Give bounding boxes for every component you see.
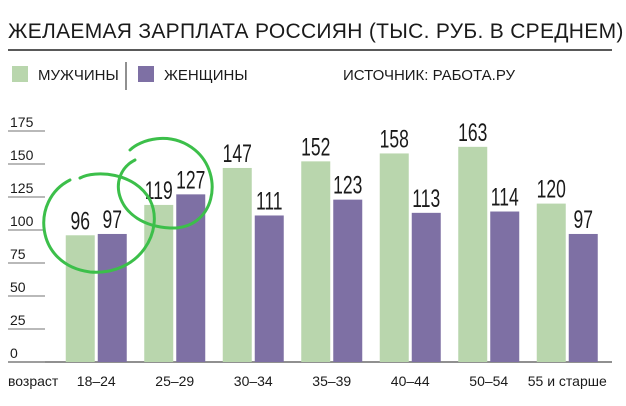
value-label: 120 [537, 174, 566, 203]
x-tick-label: 40–44 [391, 373, 430, 389]
y-tick-label: 125 [10, 180, 34, 196]
value-label: 97 [574, 205, 593, 234]
value-label: 147 [223, 139, 252, 168]
y-tick-label: 175 [10, 114, 34, 130]
value-label: 158 [380, 124, 409, 153]
x-tick-label: 18–24 [77, 373, 116, 389]
value-label: 111 [256, 186, 283, 215]
value-label: 163 [458, 118, 487, 147]
y-tick-label: 25 [10, 312, 26, 328]
y-tick-label: 0 [10, 345, 18, 361]
value-label: 127 [176, 165, 205, 194]
bar [97, 233, 127, 362]
bar [144, 204, 174, 362]
y-tick-label: 75 [10, 246, 26, 262]
value-label: 152 [301, 132, 330, 161]
bar [333, 199, 363, 362]
bar [411, 212, 441, 362]
bar [301, 161, 331, 362]
value-label: 96 [71, 206, 90, 235]
legend-label: ЖЕНЩИНЫ [164, 67, 248, 84]
x-tick-label: 50–54 [469, 373, 508, 389]
y-tick-label: 150 [10, 147, 34, 163]
bar [458, 146, 488, 362]
x-tick-label: 35–39 [312, 373, 351, 389]
legend-swatch [138, 66, 154, 82]
bar [254, 215, 284, 362]
bar [222, 167, 252, 362]
x-tick-label: 55 и старше [528, 373, 607, 389]
source-note: ИСТОЧНИК: РАБОТА.РУ [343, 67, 515, 84]
bar [379, 153, 409, 362]
bar [65, 235, 95, 362]
x-tick-label: 30–34 [234, 373, 273, 389]
value-label: 97 [103, 205, 122, 234]
x-axis-label: возраст [8, 373, 59, 389]
value-label: 123 [333, 170, 362, 199]
y-tick-label: 100 [10, 213, 34, 229]
value-label: 113 [412, 184, 440, 213]
bar [536, 203, 566, 362]
y-tick-label: 50 [10, 279, 26, 295]
legend-label: МУЖЧИНЫ [38, 67, 119, 84]
bar [568, 233, 598, 362]
value-label: 114 [491, 182, 519, 211]
x-tick-label: 25–29 [155, 373, 194, 389]
chart-title: ЖЕЛАЕМАЯ ЗАРПЛАТА РОССИЯН (ТЫС. РУБ. В С… [8, 20, 624, 43]
legend-swatch [12, 66, 28, 82]
bar [490, 211, 520, 362]
bar [176, 194, 206, 362]
hand-drawn-circles [42, 136, 214, 274]
